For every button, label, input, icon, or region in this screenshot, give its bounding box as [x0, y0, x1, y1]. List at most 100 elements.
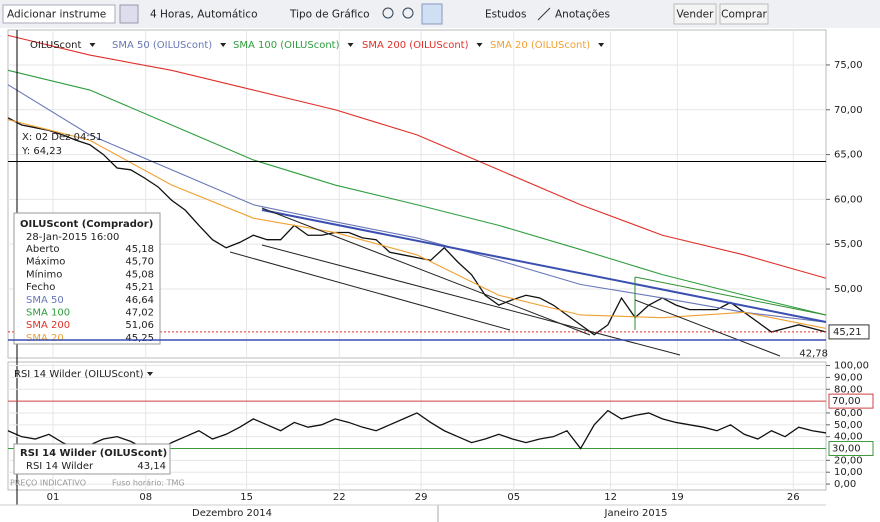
info-value: 43,14 [137, 461, 166, 472]
info-label: Máximo [26, 256, 65, 268]
series-line [7, 117, 827, 336]
info-label: Aberto [26, 244, 60, 255]
info-value: 47,02 [125, 308, 154, 319]
x-tick-label: 01 [47, 492, 60, 503]
y-tick-label: 0,00 [834, 479, 856, 490]
panel-title: RSI 14 Wilder (OILUScont) [14, 369, 144, 380]
annotations[interactable]: Anotações [555, 9, 610, 21]
title-arrow [147, 372, 153, 376]
zoom-in[interactable] [382, 7, 394, 19]
y-tick-label: 40,00 [834, 432, 863, 443]
legend-arrow [476, 43, 483, 47]
y-tick-label: 75,00 [834, 60, 863, 71]
timeframe[interactable]: 4 Horas, Automático [150, 9, 258, 21]
x-tick-label: 08 [139, 492, 152, 503]
channel [261, 244, 681, 356]
y-tick-label: 50,00 [834, 284, 863, 295]
search[interactable]: Adicionar instrume [7, 9, 106, 21]
series-line [7, 34, 827, 279]
crosshair-y: Y: 64,23 [21, 146, 62, 157]
info-value: 46,64 [125, 295, 154, 306]
y-tick-label: 55,00 [834, 239, 863, 250]
buy-btn[interactable] [719, 3, 769, 25]
legend-arrow [220, 43, 227, 47]
x-tick-label: 29 [415, 492, 428, 503]
legend-arrow [89, 43, 96, 47]
x-tick-label: 12 [604, 492, 617, 503]
y-tick-label: 100,00 [834, 361, 869, 372]
info-value: 45,21 [125, 282, 154, 293]
legend-entry: SMA 200 (OILUScont) [362, 40, 469, 51]
x-tick-label: 05 [507, 492, 520, 503]
icon[interactable] [119, 4, 139, 24]
x-tick-label: 15 [240, 492, 253, 503]
buy[interactable]: Comprar [721, 9, 767, 21]
legend-arrow [598, 43, 605, 47]
info-date: 28-Jan-2015 16:00 [26, 232, 119, 243]
info-label: SMA 200 [26, 320, 70, 331]
info-label: SMA 20 [26, 333, 64, 344]
studies[interactable]: Estudos [485, 9, 526, 21]
trendline [261, 209, 827, 323]
legend-entry: SMA 20 (OILUScont) [490, 40, 590, 51]
search-box[interactable] [2, 4, 116, 24]
info-label: Mínimo [26, 268, 62, 280]
channel [261, 207, 591, 336]
footer-note: PREÇO INDICATIVO [10, 479, 86, 488]
info-value: 45,70 [125, 257, 154, 268]
price-label: 45,21 [833, 327, 862, 338]
info-value: 51,06 [125, 320, 154, 331]
info-label: SMA 50 [26, 295, 64, 306]
crosshair-x: X: 02 Dez 04:51 [22, 132, 102, 143]
info-value: 45,18 [125, 244, 154, 255]
cursor[interactable] [421, 3, 443, 25]
zoom-out[interactable] [402, 7, 414, 19]
legend-entry: OILUScont [30, 40, 82, 51]
channel [229, 251, 511, 331]
info-label: SMA 100 [26, 308, 70, 319]
info-label: Fecho [26, 282, 55, 293]
info-value: 45,25 [125, 333, 154, 344]
sell[interactable]: Vender [677, 9, 715, 21]
y-tick-label: 60,00 [834, 408, 863, 419]
footer-tz: Fuso horário: TMG [112, 479, 185, 488]
info-value: 45,08 [125, 269, 154, 280]
y-tick-label: 50,00 [834, 420, 863, 431]
info-title: OILUScont (Comprador) [20, 219, 153, 230]
level-box [828, 441, 874, 457]
info-title: RSI 14 Wilder (OILUScont) [20, 448, 167, 459]
chart-layer: 01 08 15 22 29 05 12 19 26 50,00 55,00 60,00 65,00 70… [7, 30, 874, 505]
y-tick-label: 10,00 [834, 467, 863, 478]
legend-entry: SMA 100 (OILUScont) [233, 40, 340, 51]
month-label: Janeiro 2015 [604, 508, 668, 519]
series-line [7, 119, 827, 329]
y-tick-label: 70,00 [834, 105, 863, 116]
y-tick-label: 90,00 [834, 372, 863, 383]
x-tick-label: 22 [333, 492, 346, 503]
draw-icon[interactable] [537, 7, 551, 21]
trendlines [8, 207, 827, 357]
y-tick-label: 20,00 [834, 455, 863, 466]
legend-arrow [347, 43, 354, 47]
y-tick-label: 60,00 [834, 194, 863, 205]
level-box [828, 393, 874, 409]
toolbar: Adicionar instrume 4 Horas, Automático T… [0, 0, 880, 28]
chart-type[interactable]: Tipo de Gráfico [289, 9, 370, 21]
sell-btn[interactable] [673, 3, 717, 25]
price-box [828, 324, 870, 340]
info-box [13, 443, 171, 475]
level-label: 30,00 [832, 444, 861, 455]
y-tick-label: 80,00 [834, 384, 863, 395]
y-tick-label: 65,00 [834, 150, 863, 161]
series-line [7, 69, 827, 316]
legend-entry: SMA 50 (OILUScont) [112, 40, 212, 51]
info-box [13, 212, 161, 345]
x-tick-label: 26 [787, 492, 800, 503]
month-label: Dezembro 2014 [192, 508, 272, 519]
level-label: 70,00 [832, 396, 861, 407]
price-label: 42,78 [799, 349, 828, 360]
info-label: RSI 14 Wilder [26, 461, 94, 472]
channel [634, 276, 827, 316]
channel [634, 299, 781, 357]
